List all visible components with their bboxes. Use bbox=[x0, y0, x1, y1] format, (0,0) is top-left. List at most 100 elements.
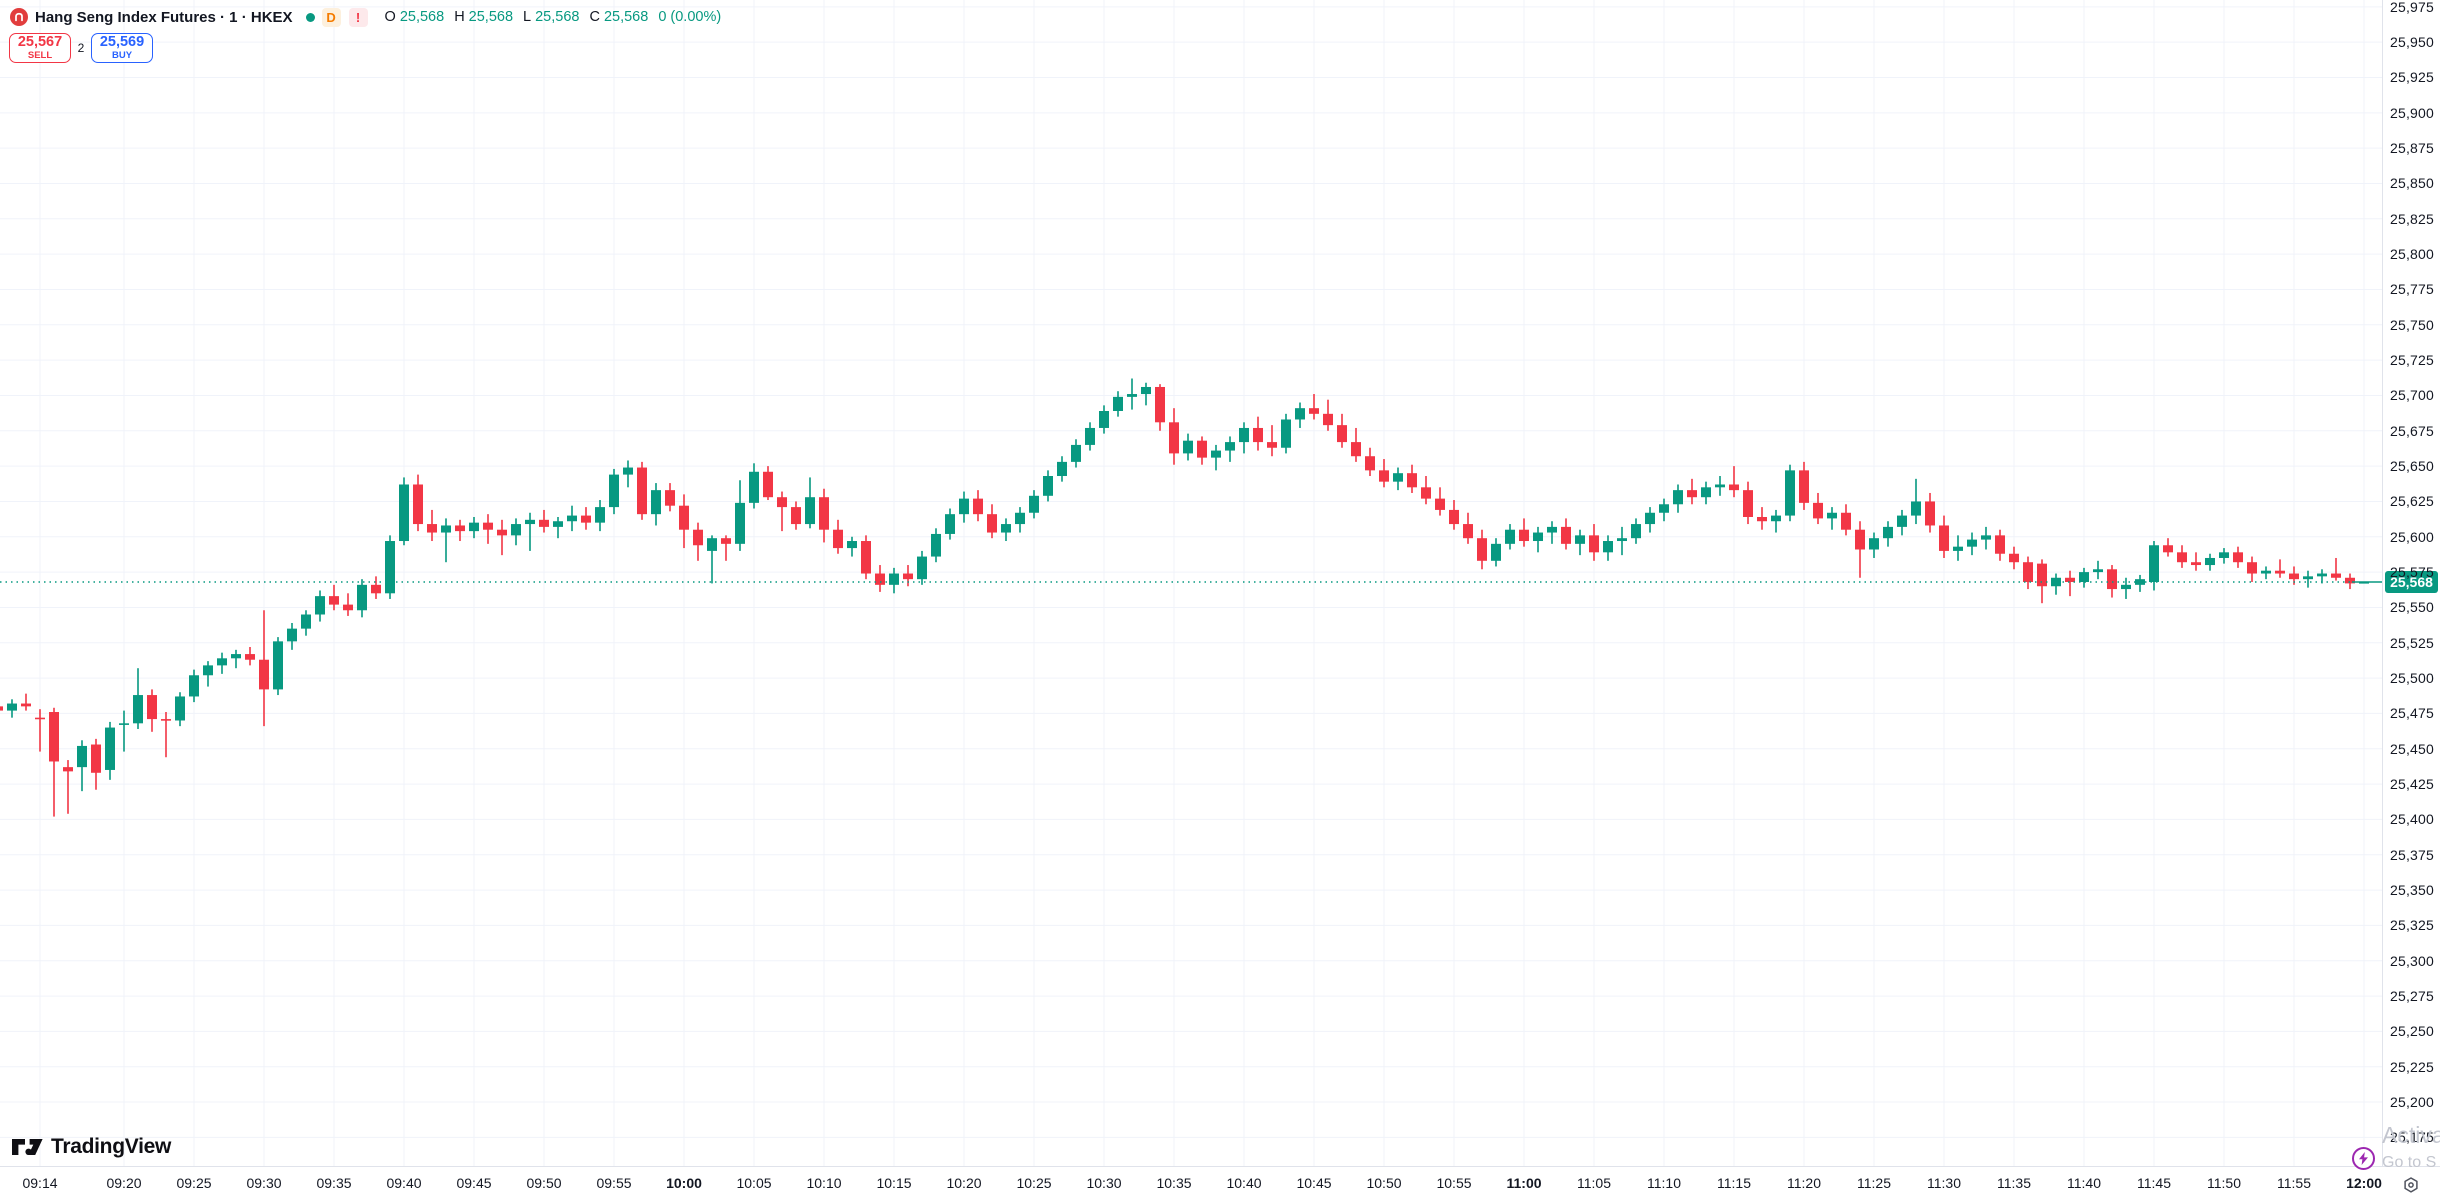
time-tick-label: 11:35 bbox=[1997, 1175, 2031, 1191]
price-axis[interactable]: 25,568 25,175 25,200 25,225 25,250 25,275 25,… bbox=[2382, 0, 2440, 1166]
time-tick-label: 11:40 bbox=[2067, 1175, 2101, 1191]
price-tick-label: 25,400 bbox=[2389, 811, 2435, 828]
price-tick-label: 25,500 bbox=[2389, 670, 2435, 687]
price-tick-label: 25,725 bbox=[2389, 352, 2435, 369]
gear-icon[interactable] bbox=[2402, 1176, 2420, 1194]
time-tick-label: 09:35 bbox=[316, 1175, 352, 1191]
time-tick-label: 10:25 bbox=[1016, 1175, 1052, 1191]
price-tick-label: 25,750 bbox=[2389, 316, 2435, 333]
time-tick-label: 11:55 bbox=[2277, 1175, 2311, 1191]
price-tick-label: 25,375 bbox=[2389, 846, 2435, 863]
price-tick-label: 25,200 bbox=[2389, 1094, 2435, 1111]
price-tick-label: 25,900 bbox=[2389, 104, 2435, 121]
tradingview-logo[interactable]: TradingView bbox=[12, 1135, 171, 1159]
market-status-icon bbox=[305, 12, 315, 22]
tradingview-logo-icon bbox=[12, 1138, 43, 1156]
low-label: L bbox=[523, 9, 532, 25]
time-tick-label: 09:55 bbox=[596, 1175, 632, 1191]
low-value: 25,568 bbox=[535, 9, 580, 25]
price-tick-label: 25,925 bbox=[2389, 69, 2435, 86]
close-label: C bbox=[589, 9, 600, 25]
ohlc-readout: O 25,568 H 25,568 L 25,568 C 25,568 0 (0… bbox=[385, 9, 722, 25]
time-tick-label: 09:40 bbox=[386, 1175, 422, 1191]
time-tick-label: 11:25 bbox=[1857, 1175, 1891, 1191]
change-value: 0 (0.00%) bbox=[658, 9, 722, 25]
time-tick-label: 09:25 bbox=[176, 1175, 212, 1191]
time-tick-label: 09:14 bbox=[22, 1175, 58, 1191]
price-tick-label: 25,850 bbox=[2389, 175, 2435, 192]
buy-price: 25,569 bbox=[99, 33, 145, 50]
time-tick-label: 09:30 bbox=[246, 1175, 282, 1191]
price-tick-label: 25,475 bbox=[2389, 705, 2435, 722]
price-tick-label: 25,275 bbox=[2389, 988, 2435, 1005]
price-tick-label: 25,875 bbox=[2389, 140, 2435, 157]
price-tick-label: 25,175 bbox=[2389, 1129, 2435, 1146]
symbol-logo-icon bbox=[10, 8, 28, 26]
time-tick-label: 10:30 bbox=[1086, 1175, 1122, 1191]
candlestick-chart[interactable] bbox=[0, 0, 2382, 1166]
time-tick-label: 10:20 bbox=[946, 1175, 982, 1191]
time-tick-label: 09:20 bbox=[106, 1175, 142, 1191]
time-tick-label: 10:15 bbox=[876, 1175, 912, 1191]
price-tick-label: 25,775 bbox=[2389, 281, 2435, 298]
price-tick-label: 25,675 bbox=[2389, 422, 2435, 439]
time-tick-label: 10:10 bbox=[806, 1175, 842, 1191]
price-tick-label: 25,250 bbox=[2389, 1023, 2435, 1040]
price-tick-label: 25,575 bbox=[2389, 564, 2435, 581]
open-label: O bbox=[384, 9, 396, 25]
time-tick-label: 10:40 bbox=[1226, 1175, 1262, 1191]
price-tick-label: 25,625 bbox=[2389, 493, 2435, 510]
price-tick-label: 25,950 bbox=[2389, 34, 2435, 51]
time-tick-label: 10:00 bbox=[666, 1175, 702, 1191]
time-tick-label: 09:50 bbox=[526, 1175, 562, 1191]
close-value: 25,568 bbox=[603, 9, 649, 25]
time-axis[interactable]: 09:14 09:20 09:25 09:30 09:35 09:40 09:45 09:50… bbox=[0, 1166, 2440, 1201]
sell-label: SELL bbox=[27, 50, 53, 62]
time-tick-label: 10:05 bbox=[736, 1175, 772, 1191]
time-tick-label: 11:00 bbox=[1506, 1175, 1542, 1191]
price-tick-label: 25,325 bbox=[2389, 917, 2435, 934]
current-price-badge: 25,568 bbox=[2385, 571, 2438, 593]
price-tick-label: 25,550 bbox=[2389, 599, 2435, 616]
time-tick-label: 11:45 bbox=[2137, 1175, 2171, 1191]
symbol-legend: Hang Seng Index Futures · 1 · HKEX D ! O… bbox=[10, 6, 721, 28]
time-tick-label: 10:35 bbox=[1156, 1175, 1192, 1191]
time-tick-label: 12:00 bbox=[2346, 1175, 2382, 1191]
price-tick-label: 25,650 bbox=[2389, 458, 2435, 475]
high-value: 25,568 bbox=[468, 9, 514, 25]
time-tick-label: 10:45 bbox=[1296, 1175, 1332, 1191]
time-tick-label: 11:10 bbox=[1647, 1175, 1681, 1191]
time-tick-label: 11:20 bbox=[1787, 1175, 1821, 1191]
sell-button[interactable]: 25,567 SELL bbox=[9, 33, 71, 63]
time-tick-label: 10:50 bbox=[1366, 1175, 1402, 1191]
symbol-title[interactable]: Hang Seng Index Futures · 1 · HKEX bbox=[35, 8, 293, 26]
lightning-icon[interactable] bbox=[2352, 1147, 2375, 1170]
time-tick-label: 11:15 bbox=[1717, 1175, 1751, 1191]
price-tick-label: 25,300 bbox=[2389, 952, 2435, 969]
time-tick-label: 11:50 bbox=[2207, 1175, 2241, 1191]
time-tick-label: 10:55 bbox=[1436, 1175, 1472, 1191]
candles-svg[interactable] bbox=[0, 0, 2382, 1166]
price-tick-label: 25,975 bbox=[2389, 0, 2435, 15]
price-tick-label: 25,450 bbox=[2389, 740, 2435, 757]
trade-panel: 25,567 SELL 2 25,569 BUY bbox=[9, 33, 153, 63]
price-tick-label: 25,600 bbox=[2389, 528, 2435, 545]
price-tick-label: 25,800 bbox=[2389, 246, 2435, 263]
buy-label: BUY bbox=[111, 50, 133, 62]
spread-value: 2 bbox=[77, 41, 85, 55]
interval-badge[interactable]: D bbox=[321, 7, 341, 27]
time-tick-label: 11:30 bbox=[1927, 1175, 1961, 1191]
sell-price: 25,567 bbox=[17, 33, 63, 50]
high-label: H bbox=[454, 9, 465, 25]
price-tick-label: 25,350 bbox=[2389, 882, 2435, 899]
tradingview-wordmark: TradingView bbox=[51, 1135, 172, 1158]
price-tick-label: 25,225 bbox=[2389, 1058, 2435, 1075]
price-tick-label: 25,700 bbox=[2389, 387, 2435, 404]
buy-button[interactable]: 25,569 BUY bbox=[91, 33, 153, 63]
price-tick-label: 25,825 bbox=[2389, 210, 2435, 227]
price-tick-label: 25,525 bbox=[2389, 634, 2435, 651]
time-tick-label: 11:05 bbox=[1577, 1175, 1611, 1191]
alert-badge[interactable]: ! bbox=[348, 7, 368, 27]
time-tick-label: 09:45 bbox=[456, 1175, 492, 1191]
